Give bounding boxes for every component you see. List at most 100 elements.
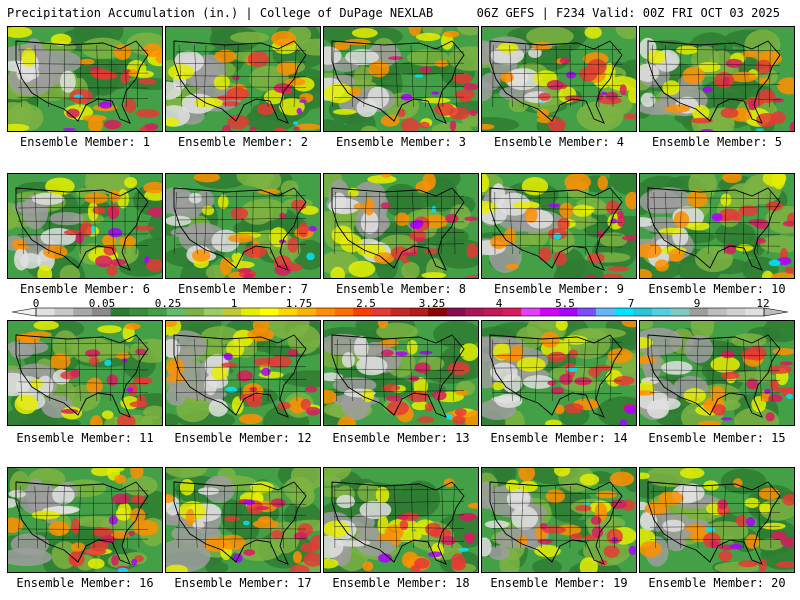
- precip-map: [640, 321, 794, 425]
- colorbar-tick-label: 1.75: [285, 297, 313, 310]
- ensemble-member-label: Ensemble Member: 15: [648, 431, 786, 445]
- colorbar-tick-label: 7: [627, 297, 635, 310]
- colorbar-tick-label: 0: [32, 297, 40, 310]
- colorbar-tick-label: 4: [495, 297, 503, 310]
- precip-map: [8, 468, 162, 572]
- colorbar-segment: [316, 308, 336, 316]
- colorbar-segment: [409, 308, 429, 316]
- precip-map: [166, 321, 320, 425]
- precip-map: [640, 174, 794, 278]
- ensemble-member-label: Ensemble Member: 20: [648, 576, 786, 590]
- precip-map: [166, 27, 320, 131]
- colorbar-segment: [334, 308, 354, 316]
- colorbar-tick-label: 5.5: [555, 297, 575, 310]
- colorbar-segment: [297, 308, 317, 316]
- colorbar-segment: [92, 308, 112, 316]
- color-scale-bar: [11, 307, 789, 317]
- colorbar-segment: [558, 308, 578, 316]
- ensemble-member-label: Ensemble Member: 18: [332, 576, 470, 590]
- ensemble-member-label: Ensemble Member: 12: [174, 431, 312, 445]
- ensemble-member-map: [165, 467, 321, 573]
- colorbar-segment: [689, 308, 709, 316]
- colorbar-segment: [148, 308, 168, 316]
- colorbar-segment: [129, 308, 149, 316]
- colorbar-segment: [577, 308, 597, 316]
- ensemble-member-map: [165, 320, 321, 426]
- ensemble-member-label: Ensemble Member: 17: [174, 576, 312, 590]
- ensemble-member-map: [481, 26, 637, 132]
- ensemble-member-map: [323, 26, 479, 132]
- colorbar-tick-label: 9: [693, 297, 701, 310]
- colorbar-segment: [222, 308, 242, 316]
- ensemble-member-map: [481, 173, 637, 279]
- ensemble-member-map: [481, 467, 637, 573]
- precip-map: [324, 27, 478, 131]
- ensemble-member-label: Ensemble Member: 16: [16, 576, 154, 590]
- ensemble-member-label: Ensemble Member: 5: [651, 135, 783, 149]
- ensemble-member-map: [7, 173, 163, 279]
- precip-map: [166, 174, 320, 278]
- colorbar-segment: [726, 308, 746, 316]
- colorbar-tick-label: 1: [230, 297, 238, 310]
- colorbar-segment: [652, 308, 672, 316]
- precip-map: [482, 468, 636, 572]
- precip-map: [166, 468, 320, 572]
- ensemble-member-map: [323, 320, 479, 426]
- precip-map: [482, 321, 636, 425]
- colorbar-segment: [372, 308, 392, 316]
- ensemble-member-map: [323, 173, 479, 279]
- colorbar-segment: [241, 308, 261, 316]
- colorbar-tick-label: 0.25: [154, 297, 182, 310]
- precip-map: [482, 174, 636, 278]
- precip-map: [324, 468, 478, 572]
- ensemble-member-map: [639, 467, 795, 573]
- ensemble-member-label: Ensemble Member: 8: [335, 282, 467, 296]
- ensemble-member-label: Ensemble Member: 9: [493, 282, 625, 296]
- title-left: Precipitation Accumulation (in.) | Colle…: [7, 6, 434, 20]
- ensemble-member-label: Ensemble Member: 13: [332, 431, 470, 445]
- ensemble-member-map: [7, 26, 163, 132]
- precip-map: [324, 321, 478, 425]
- colorbar-segment: [110, 308, 130, 316]
- ensemble-member-label: Ensemble Member: 3: [335, 135, 467, 149]
- precip-map: [8, 27, 162, 131]
- precip-map: [482, 27, 636, 131]
- colorbar-segment: [670, 308, 690, 316]
- ensemble-member-map: [323, 467, 479, 573]
- ensemble-member-label: Ensemble Member: 19: [490, 576, 628, 590]
- precip-map: [324, 174, 478, 278]
- colorbar-segment: [484, 308, 504, 316]
- colorbar-segment: [465, 308, 485, 316]
- ensemble-member-label: Ensemble Member: 14: [490, 431, 628, 445]
- colorbar-tick-label: 2.5: [356, 297, 376, 310]
- ensemble-member-map: [481, 320, 637, 426]
- colorbar-segment: [260, 308, 280, 316]
- colorbar-segment: [185, 308, 205, 316]
- ensemble-member-label: Ensemble Member: 4: [493, 135, 625, 149]
- precip-map: [640, 468, 794, 572]
- colorbar-segment: [502, 308, 522, 316]
- ensemble-member-map: [639, 26, 795, 132]
- ensemble-member-map: [165, 26, 321, 132]
- colorbar-segment: [54, 308, 74, 316]
- ensemble-member-label: Ensemble Member: 6: [19, 282, 151, 296]
- precip-map: [8, 174, 162, 278]
- colorbar-segment: [596, 308, 616, 316]
- colorbar-segment: [166, 308, 186, 316]
- colorbar-segment: [428, 308, 448, 316]
- colorbar-segment: [36, 308, 56, 316]
- ensemble-member-label: Ensemble Member: 1: [19, 135, 151, 149]
- colorbar-segment: [204, 308, 224, 316]
- precip-map: [640, 27, 794, 131]
- colorbar-tick-label: 3.25: [418, 297, 446, 310]
- colorbar-segment: [521, 308, 541, 316]
- ensemble-member-map: [7, 467, 163, 573]
- colorbar-segment: [708, 308, 728, 316]
- colorbar-segment: [278, 308, 298, 316]
- ensemble-member-label: Ensemble Member: 7: [177, 282, 309, 296]
- colorbar-segment: [745, 308, 765, 316]
- precip-map: [8, 321, 162, 425]
- colorbar-segment: [73, 308, 93, 316]
- colorbar-segment: [353, 308, 373, 316]
- ensemble-member-map: [639, 173, 795, 279]
